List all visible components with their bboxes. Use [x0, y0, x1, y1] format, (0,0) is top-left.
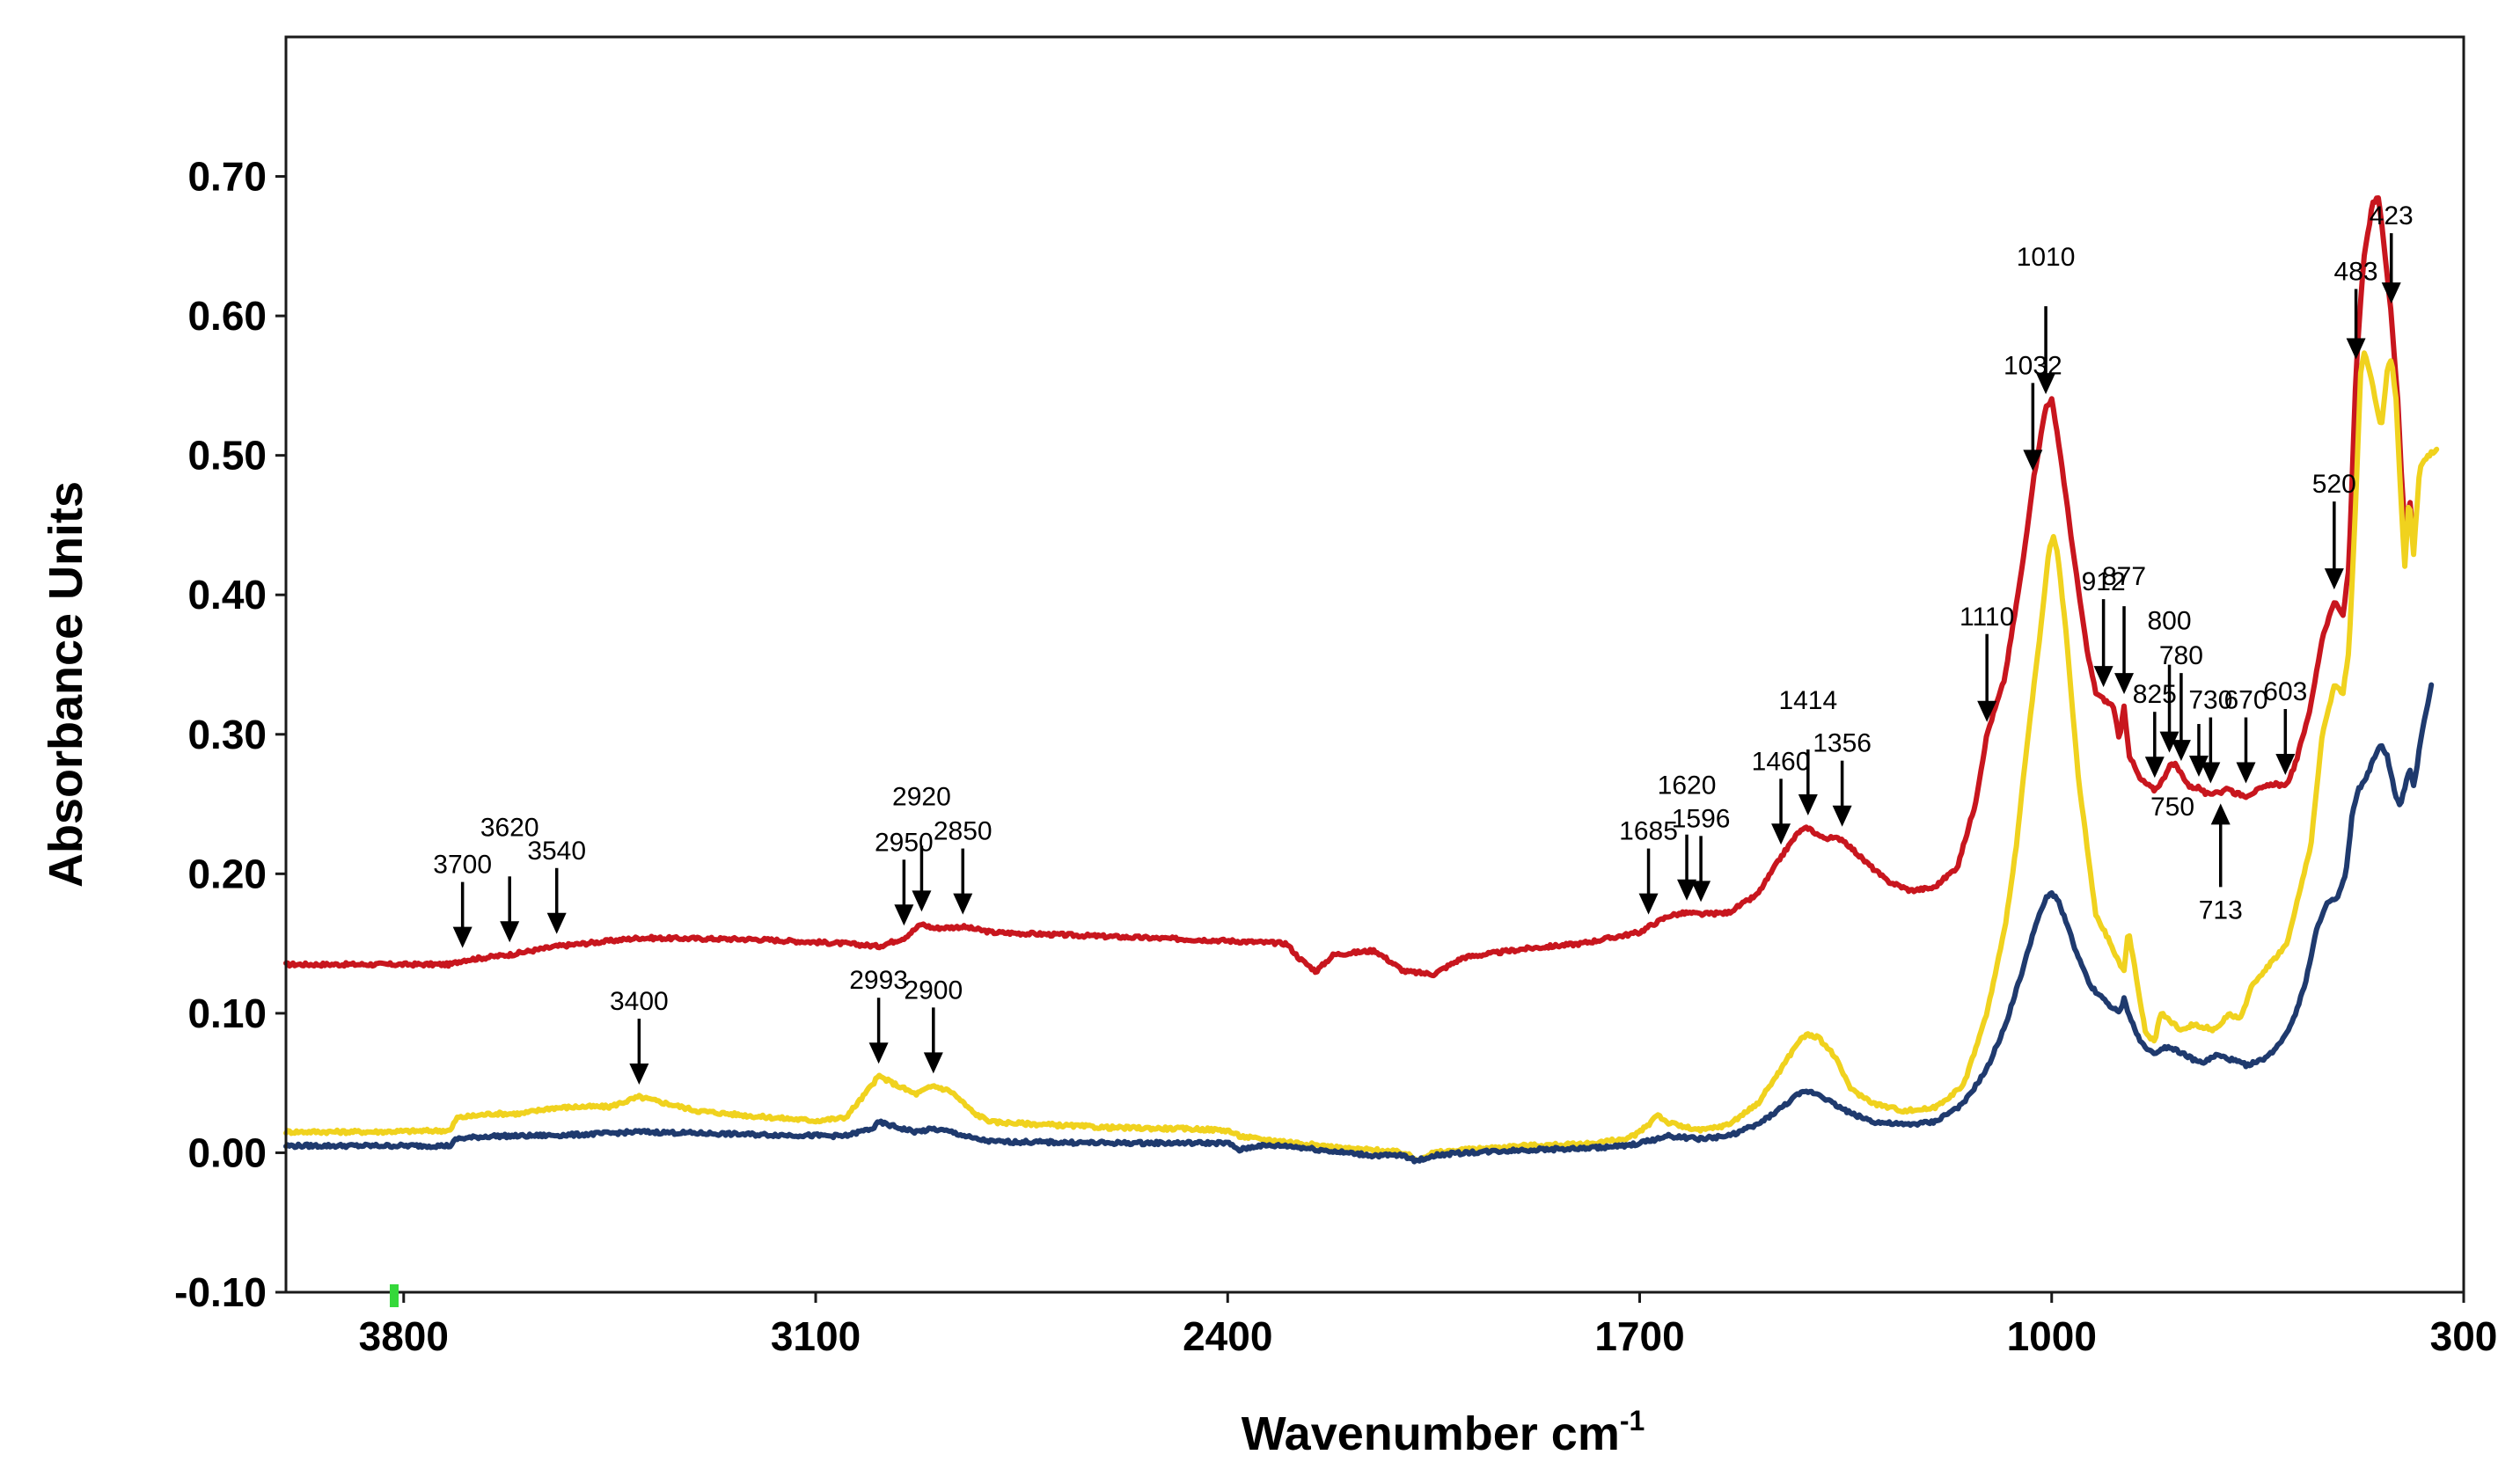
- annotation-arrow-head: [2171, 740, 2191, 762]
- annotation-arrow-head: [2036, 373, 2056, 395]
- x-tick-label: 300: [2430, 1313, 2498, 1359]
- peak-label: 3700: [433, 851, 492, 880]
- x-axis-title-main: Wavenumber cm: [1242, 1407, 1620, 1460]
- peak-label: 730: [2188, 686, 2232, 715]
- peak-label: 1620: [1658, 771, 1717, 800]
- peak-label: 3540: [527, 837, 586, 866]
- peak-label: 1685: [1619, 817, 1678, 846]
- peak-label: 3620: [480, 813, 539, 842]
- peak-label: 750: [2150, 793, 2194, 822]
- peak-label: 1356: [1813, 729, 1872, 758]
- annotation-arrow-head: [894, 904, 914, 926]
- y-tick-label: 0.60: [187, 293, 267, 339]
- annotation-arrow-head: [546, 912, 567, 934]
- annotation-arrow-head: [2159, 731, 2179, 753]
- peak-label: 520: [2312, 470, 2356, 499]
- x-tick-label: 2400: [1183, 1313, 1272, 1359]
- y-tick-label: -0.10: [174, 1269, 267, 1315]
- annotation-arrow-head: [2210, 803, 2231, 825]
- y-tick-label: 0.50: [187, 433, 267, 479]
- x-axis-title: Wavenumber cm-1: [1242, 1405, 1645, 1460]
- peak-label: 483: [2334, 258, 2378, 287]
- x-axis: 3800 3100 2400 1700 1000 300: [359, 1292, 2498, 1359]
- peak-label: 1596: [1672, 804, 1731, 833]
- peak-label: 670: [2223, 686, 2267, 715]
- peak-label: 603: [2263, 677, 2307, 706]
- annotation-arrow-head: [2275, 754, 2296, 776]
- x-tick-label: 1700: [1594, 1313, 1684, 1359]
- y-tick-label: 0.10: [187, 991, 267, 1036]
- annotation-arrow-head: [1832, 805, 1852, 827]
- series-layer: [283, 195, 2440, 1165]
- peak-label: 2850: [934, 817, 993, 846]
- peak-label: 912: [2082, 567, 2126, 596]
- annotation-arrow-head: [2114, 673, 2135, 695]
- peak-label: 423: [2370, 201, 2414, 230]
- x-axis-title-sup: -1: [1620, 1405, 1645, 1436]
- series-line-navy-spectrum: [283, 682, 2435, 1165]
- peak-label: 713: [2199, 896, 2243, 925]
- peak-label: 1010: [2017, 243, 2076, 272]
- annotation-arrow-head: [1798, 794, 1818, 816]
- y-tick-label: 0.30: [187, 712, 267, 757]
- annotation-arrow-head: [868, 1042, 889, 1064]
- peak-label: 1414: [1778, 686, 1837, 715]
- annotation-arrow-head: [923, 1052, 943, 1074]
- annotation-arrow-head: [912, 890, 932, 912]
- y-axis-title: Absorbance Units: [40, 481, 92, 888]
- annotation-arrow-head: [953, 893, 973, 915]
- x-tick-label: 3100: [771, 1313, 861, 1359]
- peak-label: 877: [2102, 562, 2146, 591]
- peak-label: 2920: [892, 782, 951, 811]
- y-tick-label: 0.20: [187, 851, 267, 896]
- annotation-arrow-head: [2188, 756, 2209, 778]
- annotation-arrow-head: [2346, 338, 2366, 360]
- annotation-arrow-head: [1771, 823, 1791, 845]
- x-tick-label: 3800: [359, 1313, 449, 1359]
- x-tick-label: 1000: [2007, 1313, 2097, 1359]
- annotation-arrow-head: [2381, 282, 2401, 304]
- y-tick-label: 0.70: [187, 154, 267, 200]
- annotation-arrow-head: [1977, 700, 1997, 722]
- peak-label: 2950: [875, 828, 934, 857]
- y-tick-label: 0.40: [187, 572, 267, 618]
- peak-label: 2900: [904, 976, 963, 1005]
- green-marker: [390, 1284, 399, 1307]
- peak-label: 1460: [1752, 747, 1811, 776]
- annotation-arrow-head: [2201, 762, 2221, 784]
- annotation-arrow-head: [1677, 879, 1697, 901]
- y-axis: -0.10 0.00 0.10 0.20 0.30 0.40 0.50 0.60 0.70: [174, 154, 286, 1315]
- annotation-arrow-head: [1638, 893, 1659, 915]
- annotation-arrow-head: [629, 1064, 649, 1086]
- series-line-yellow-spectrum: [283, 350, 2440, 1163]
- peak-label: 800: [2148, 607, 2192, 636]
- annotation-arrow-head: [2144, 757, 2165, 779]
- annotation-arrow-head: [2093, 666, 2113, 688]
- series-line-red-spectrum: [283, 195, 2417, 979]
- annotation-arrow-head: [2324, 568, 2344, 590]
- annotation-arrow-head: [500, 921, 520, 943]
- annotation-arrow-head: [1691, 881, 1711, 903]
- y-tick-label: 0.00: [187, 1129, 267, 1175]
- peak-label: 780: [2159, 641, 2203, 670]
- peak-label: 2993: [849, 966, 908, 995]
- annotation-arrow-head: [2236, 762, 2256, 784]
- peak-label: 3400: [610, 987, 669, 1016]
- plot-frame: [284, 35, 2465, 1294]
- annotation-arrow-head: [2023, 450, 2043, 472]
- peak-label: 1110: [1960, 603, 2014, 632]
- annotation-arrow-head: [452, 926, 472, 948]
